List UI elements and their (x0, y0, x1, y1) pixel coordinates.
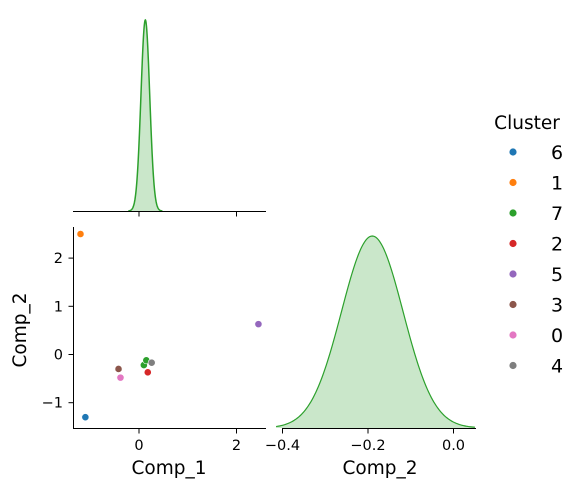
legend-label-cluster-7: 7 (551, 203, 563, 225)
legend-label-cluster-3: 3 (551, 295, 563, 317)
kde-panel-comp-2: −0.4 −0.2 0.0 Comp_2 (265, 235, 476, 479)
kde-fill-comp-1 (128, 20, 163, 211)
legend-marker-cluster-5 (509, 270, 517, 278)
legend: Cluster 6 1 7 2 5 3 0 4 (494, 113, 563, 378)
scatter-point-cluster-3 (114, 365, 123, 373)
legend-marker-cluster-2 (509, 239, 517, 248)
scatter-points (76, 230, 263, 422)
kde-line-comp-1 (128, 18, 163, 212)
scatter-point-cluster-4 (147, 358, 156, 367)
x-tick-label: 0 (134, 438, 143, 454)
legend-marker-cluster-6 (509, 148, 517, 156)
kde-panel-comp-1-ticks (138, 211, 237, 217)
legend-marker-cluster-4 (509, 361, 517, 370)
legend-label-cluster-6: 6 (551, 142, 563, 164)
y-tick-label: 1 (54, 299, 63, 315)
legend-marker-cluster-7 (509, 209, 517, 217)
x-axis-label-comp-1: Comp_1 (131, 458, 206, 479)
kde-panel-comp-2-ticks: −0.4 −0.2 0.0 (265, 428, 465, 454)
kde-comp-2-tick-label: 0.0 (442, 438, 465, 454)
legend-label-cluster-5: 5 (551, 264, 563, 286)
legend-title: Cluster (494, 113, 560, 134)
legend-marker-cluster-1 (509, 178, 517, 187)
kde-comp-2-tick-label: −0.2 (350, 438, 385, 454)
kde-line-comp-2 (275, 235, 475, 428)
x-axis-label-comp-2: Comp_2 (342, 458, 417, 479)
kde-comp-2-tick-label: −0.4 (265, 438, 300, 454)
scatter-point-cluster-5 (254, 320, 263, 329)
legend-label-cluster-1: 1 (551, 173, 563, 195)
kde-panel-comp-1 (73, 18, 266, 217)
y-axis-label-comp-2: Comp_2 (10, 292, 31, 367)
scatter-point-cluster-2 (143, 368, 152, 377)
legend-label-cluster-4: 4 (551, 356, 563, 378)
scatter-point-cluster-0 (116, 373, 125, 382)
legend-marker-cluster-3 (509, 300, 517, 309)
legend-label-cluster-0: 0 (551, 325, 563, 347)
legend-label-cluster-2: 2 (551, 234, 563, 256)
x-tick-label: 2 (232, 438, 241, 454)
y-tick-label: −1 (42, 396, 63, 412)
scatter-point-cluster-6 (81, 413, 90, 422)
scatter-point-cluster-1 (76, 230, 85, 238)
kde-fill-comp-2 (276, 236, 475, 428)
scatter-panel: 0 2 −1 0 1 2 Comp_1 Comp_2 (10, 227, 266, 479)
legend-marker-cluster-0 (509, 331, 517, 339)
scatter-ticks: 0 2 −1 0 1 2 (42, 251, 241, 454)
y-tick-label: 0 (54, 348, 63, 364)
y-tick-label: 2 (54, 251, 63, 267)
